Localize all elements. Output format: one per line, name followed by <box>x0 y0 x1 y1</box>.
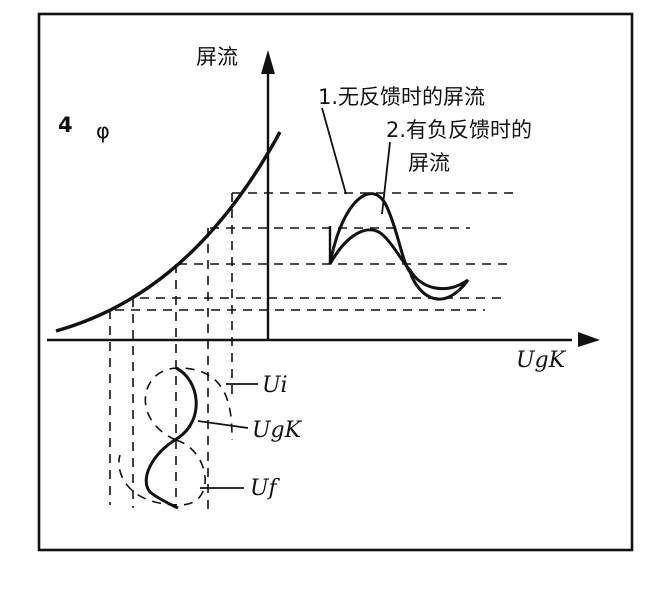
transfer-curve <box>55 131 282 333</box>
label-uf: Uf <box>250 476 281 501</box>
label-ui: Ui <box>262 373 288 398</box>
y-axis-arrow <box>261 50 275 74</box>
ugk-waveform <box>144 366 198 510</box>
label-neg-feedback-1: 2.有负反馈时的 <box>386 118 532 142</box>
y-axis-label: 屏流 <box>196 45 238 69</box>
svg-text:4: 4 <box>58 113 73 137</box>
uf-waveform <box>118 439 206 506</box>
svg-text:φ: φ <box>96 119 110 143</box>
figure-badge: 4 φ <box>58 113 110 143</box>
leader-neg-feedback <box>381 141 391 215</box>
leader-no-feedback <box>321 107 347 195</box>
frame-border <box>37 12 634 552</box>
label-no-feedback: 1.无反馈时的屏流 <box>318 85 485 109</box>
plate-current-neg-feedback <box>328 228 469 291</box>
plate-current-no-feedback <box>328 192 470 301</box>
label-neg-feedback-2: 屏流 <box>408 151 450 175</box>
x-axis-arrow <box>578 332 600 347</box>
label-ugk: UgK <box>252 418 303 443</box>
x-axis-label: UgK <box>516 348 567 373</box>
leader-ugk <box>197 420 249 429</box>
